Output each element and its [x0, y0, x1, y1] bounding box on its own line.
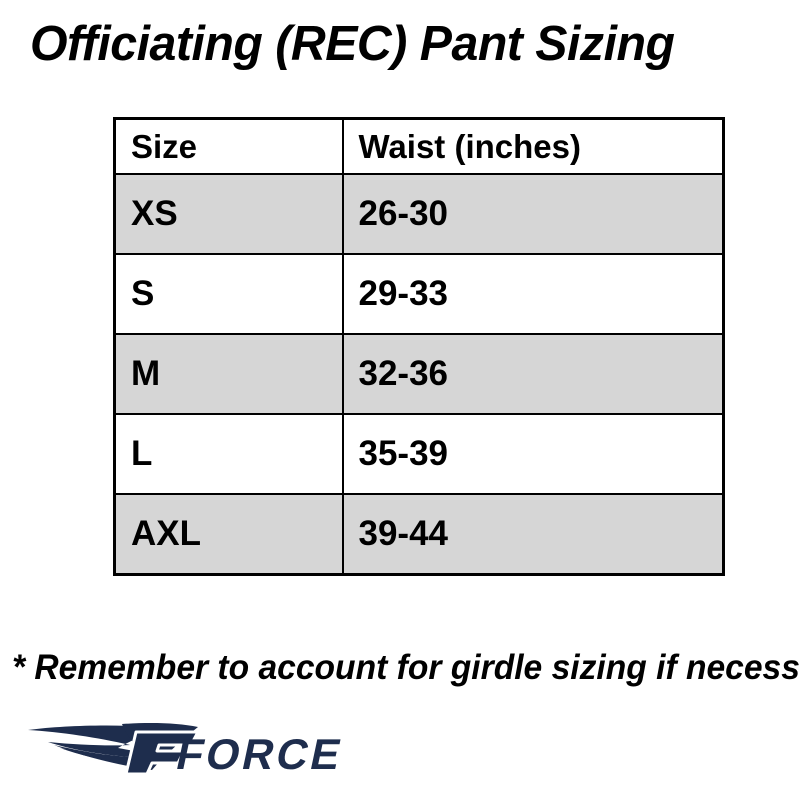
cell-size: AXL: [113, 493, 344, 576]
cell-size: L: [113, 413, 344, 495]
cell-waist: 32-36: [341, 333, 725, 415]
cell-waist: 29-33: [341, 253, 725, 335]
force-logo: FORCE: [26, 714, 376, 786]
cell-waist: 26-30: [341, 173, 725, 255]
footnote-text: * Remember to account for girdle sizing …: [12, 648, 800, 687]
table-row: S 29-33: [113, 253, 725, 335]
cell-size: XS: [113, 173, 344, 255]
table-row: AXL 39-44: [113, 493, 725, 576]
f-monogram-icon: [124, 730, 200, 776]
column-header-waist: Waist (inches): [341, 117, 725, 175]
table-row: L 35-39: [113, 413, 725, 495]
page-title: Officiating (REC) Pant Sizing: [30, 17, 675, 71]
table-header: Size Waist (inches): [113, 117, 725, 175]
size-chart-table-container: Size Waist (inches) XS 26-30 S 29-33 M 3…: [113, 117, 725, 576]
table-row: M 32-36: [113, 333, 725, 415]
size-chart-table: Size Waist (inches) XS 26-30 S 29-33 M 3…: [113, 117, 725, 576]
cell-size: S: [113, 253, 344, 335]
table-row: XS 26-30: [113, 173, 725, 255]
cell-size: M: [113, 333, 344, 415]
table-header-row: Size Waist (inches): [113, 117, 725, 175]
force-wordmark-text: FORCE: [172, 731, 348, 778]
cell-waist: 39-44: [341, 493, 725, 576]
table-body: XS 26-30 S 29-33 M 32-36 L 35-39 AXL 39-…: [113, 173, 725, 576]
force-wordmark: FORCE: [172, 731, 348, 778]
cell-waist: 35-39: [341, 413, 725, 495]
column-header-size: Size: [113, 117, 344, 175]
